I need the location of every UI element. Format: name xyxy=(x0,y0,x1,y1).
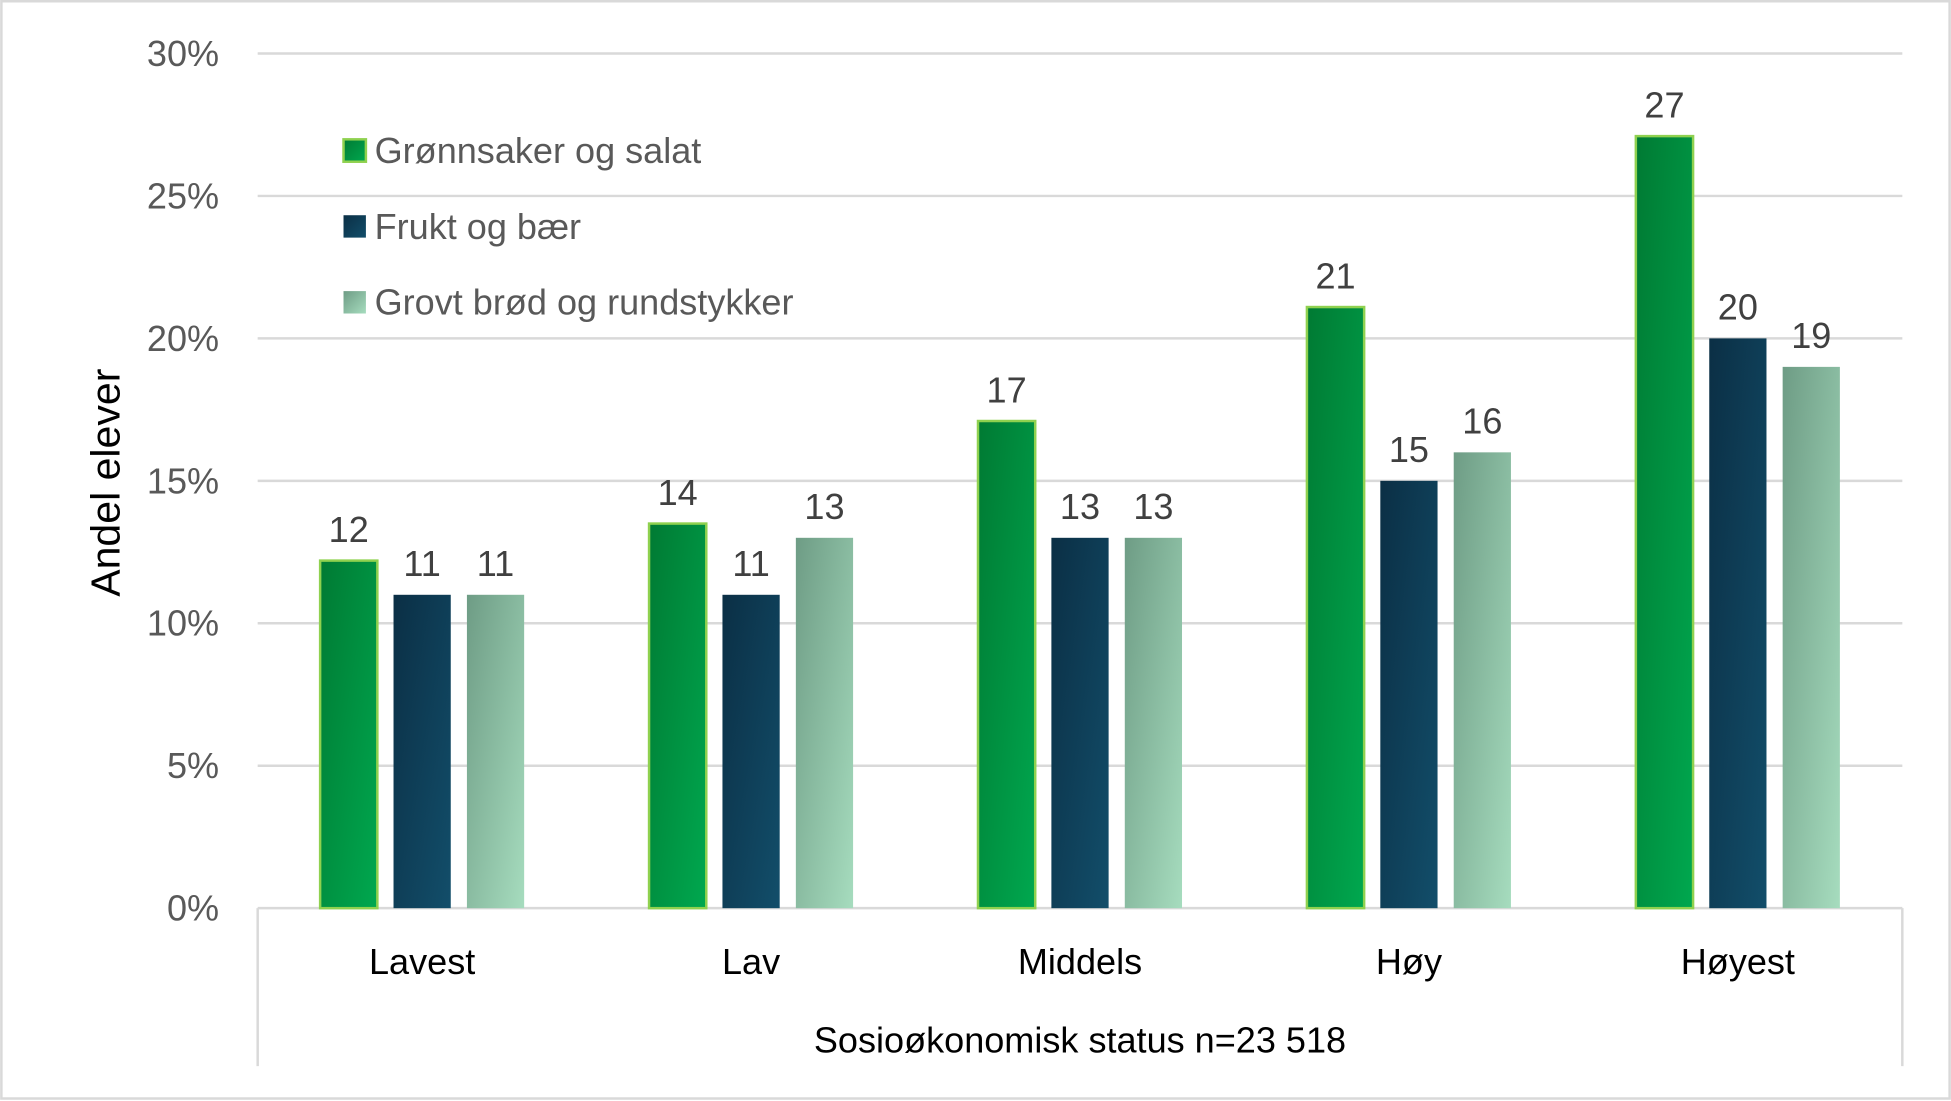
y-axis-title: Andel elever xyxy=(83,369,129,597)
data-label: 11 xyxy=(477,543,514,584)
x-tick-label: Lav xyxy=(722,941,780,982)
y-tick-label: 25% xyxy=(147,175,219,216)
legend-label: Frukt og bær xyxy=(375,206,581,247)
legend-swatch xyxy=(342,138,368,163)
bar-2-1 xyxy=(795,537,854,909)
y-tick-label: 10% xyxy=(147,603,219,644)
bar-1-0 xyxy=(393,594,451,909)
bar-0-4 xyxy=(1634,134,1695,910)
bar-0-0 xyxy=(318,559,379,910)
data-label: 16 xyxy=(1462,401,1502,442)
x-tick-label: Lavest xyxy=(369,941,475,982)
bar-1-1 xyxy=(722,594,780,909)
data-label: 19 xyxy=(1791,315,1831,356)
x-tick-label: Høyest xyxy=(1681,941,1795,982)
data-label: 27 xyxy=(1644,84,1684,125)
data-label: 12 xyxy=(329,509,369,550)
data-label: 17 xyxy=(987,369,1027,410)
bar-2-0 xyxy=(466,594,525,909)
data-label: 21 xyxy=(1315,255,1355,296)
y-tick-label: 15% xyxy=(147,460,219,501)
y-tick-label: 0% xyxy=(167,888,219,929)
bar-0-1 xyxy=(647,522,708,910)
legend-label: Grønnsaker og salat xyxy=(375,130,702,171)
data-label: 13 xyxy=(1133,486,1173,527)
data-label: 15 xyxy=(1389,429,1429,470)
bar-1-2 xyxy=(1051,537,1109,909)
x-axis-title: Sosioøkonomisk status n=23 518 xyxy=(814,1019,1346,1060)
legend-swatch xyxy=(343,291,366,314)
x-tick-label: Høy xyxy=(1376,941,1442,982)
legend-swatch xyxy=(343,215,366,238)
bar-1-4 xyxy=(1709,338,1767,909)
bar-0-2 xyxy=(976,419,1037,910)
bar-0-3 xyxy=(1305,305,1366,910)
y-tick-label: 5% xyxy=(167,745,219,786)
data-label: 11 xyxy=(732,543,769,584)
x-tick-label: Middels xyxy=(1018,941,1142,982)
data-label: 13 xyxy=(1060,486,1100,527)
bar-1-3 xyxy=(1380,480,1438,909)
data-label: 20 xyxy=(1718,287,1758,328)
bar-2-2 xyxy=(1124,537,1183,909)
data-label: 11 xyxy=(403,543,440,584)
bar-2-4 xyxy=(1782,366,1840,909)
legend-label: Grovt brød og rundstykker xyxy=(375,282,794,323)
y-tick-label: 30% xyxy=(147,33,219,74)
bar-2-3 xyxy=(1453,452,1511,909)
data-label: 14 xyxy=(658,472,698,513)
y-tick-label: 20% xyxy=(147,318,219,359)
data-label: 13 xyxy=(804,486,844,527)
